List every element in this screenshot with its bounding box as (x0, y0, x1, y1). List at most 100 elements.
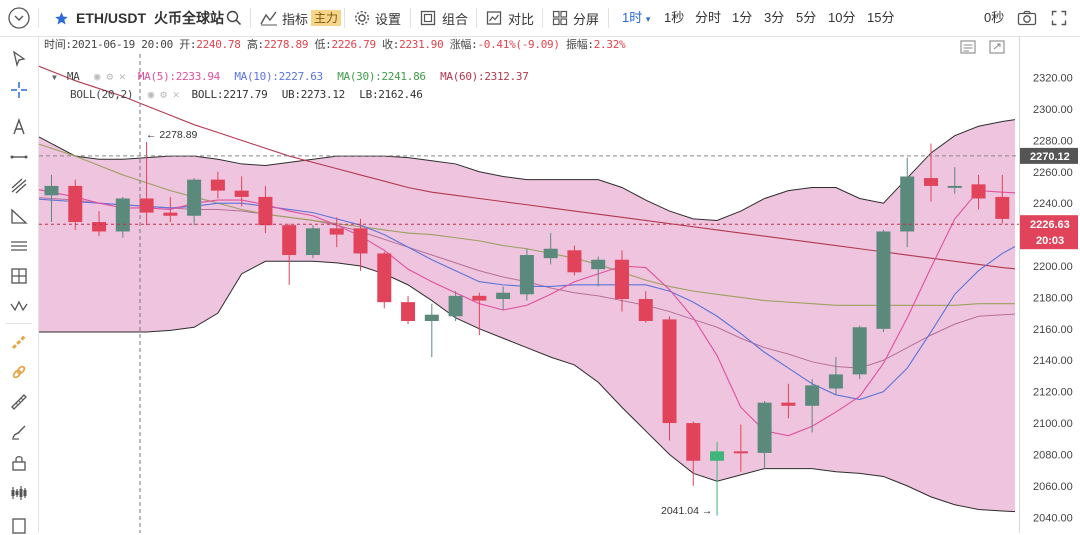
candle (305, 225, 320, 259)
candle (662, 316, 677, 441)
top-toolbar: ETH/USDT 火币全球站 指标 主力 设置 组合 对比 分屏 1时 ▾ 1秒… (0, 0, 1080, 37)
candle-body (258, 196, 273, 226)
timeframe-5m[interactable]: 5分 (796, 10, 817, 25)
price-tick-label: 2300.00 (1033, 104, 1073, 116)
price-tick-label: 2060.00 (1033, 481, 1073, 493)
ohlc-low: 2226.79 (331, 38, 377, 51)
chart-menu-button[interactable] (8, 0, 30, 36)
candle-body (900, 176, 915, 232)
candle (781, 383, 796, 419)
candle (163, 196, 178, 223)
drawing-toolbar (0, 37, 39, 534)
cursor-arrow-icon (12, 50, 26, 68)
visibility-icon[interactable]: ◉ (93, 70, 101, 83)
settings-label: 设置 (375, 11, 402, 27)
indicators-button[interactable]: 指标 主力 (260, 0, 342, 36)
magnet-tool[interactable] (9, 332, 29, 352)
crosshair-tool[interactable] (9, 80, 29, 100)
symbol-selector[interactable]: ETH/USDT 火币全球站 (54, 0, 224, 36)
ma5-value: MA(5):2233.94 (137, 70, 221, 83)
candle (971, 174, 986, 210)
price-tick-label: 2240.00 (1033, 198, 1073, 210)
compare-button[interactable]: 对比 (486, 0, 534, 36)
candle-body (543, 248, 558, 259)
star-icon[interactable] (54, 11, 69, 26)
candle-body (710, 451, 725, 461)
indicator-settings-icon[interactable]: ⚙ (160, 88, 167, 101)
close-indicator-icon[interactable]: ✕ (172, 88, 180, 101)
brush-icon (12, 425, 26, 440)
candle-body (424, 314, 439, 321)
ohlc-close: 2231.90 (399, 38, 444, 51)
grid-box-icon (11, 268, 27, 284)
timeframe-15m[interactable]: 15分 (867, 10, 895, 25)
chart-settings-button[interactable] (960, 40, 976, 59)
indicator-settings-icon[interactable]: ⚙ (106, 70, 114, 83)
symbol-search-button[interactable] (226, 0, 242, 36)
boll-value: BOLL:2217.79 (191, 88, 268, 101)
candle-body (947, 185, 962, 188)
grid-tool[interactable] (9, 266, 29, 286)
ma60-value: MA(60):2312.37 (440, 70, 529, 83)
candle (68, 179, 83, 230)
symbol-name: ETH/USDT (76, 10, 146, 26)
timeframe-line[interactable]: 分时 (695, 10, 722, 25)
screenshot-button[interactable] (1017, 0, 1037, 36)
grid-icon (552, 10, 568, 26)
chevron-down-icon: ▾ (645, 14, 651, 24)
settings-button[interactable]: 设置 (354, 0, 401, 36)
candle (947, 167, 962, 194)
compare-icon (486, 11, 502, 25)
timeframe-1m[interactable]: 1分 (732, 10, 753, 25)
fib-tool[interactable] (9, 176, 29, 196)
close-indicator-icon[interactable]: ✕ (119, 70, 126, 83)
candle (210, 171, 225, 199)
visibility-icon[interactable]: ◉ (147, 88, 155, 101)
fullscreen-button[interactable] (1051, 0, 1067, 36)
candle-body (828, 374, 843, 389)
text-tool[interactable] (9, 117, 29, 137)
candle-body (805, 385, 820, 406)
pattern-tool[interactable] (9, 362, 29, 382)
chart-expand-button[interactable] (989, 40, 1005, 59)
timeframe-10m[interactable]: 10分 (828, 10, 856, 25)
candle-body (591, 259, 606, 270)
collapse-icon[interactable]: ▼ (52, 73, 57, 82)
candle-body (995, 196, 1010, 219)
candle (995, 174, 1010, 224)
current-price-label: 2226.63 (1030, 219, 1070, 231)
candles-tool[interactable] (9, 483, 29, 503)
candle-body (567, 250, 582, 273)
ma10-value: MA(10):2227.63 (234, 70, 323, 83)
low-marker-label: 2041.04 → (661, 505, 712, 517)
candle (92, 211, 107, 237)
combo-button[interactable]: 组合 (420, 0, 468, 36)
timeframe-1h[interactable]: 1时 ▾ (622, 10, 651, 25)
price-tick-label: 2100.00 (1033, 418, 1073, 430)
triangle-tool[interactable] (9, 206, 29, 226)
horizontal-line-icon (10, 155, 28, 159)
combo-label: 组合 (442, 11, 469, 27)
timeframe-3m[interactable]: 3分 (764, 10, 785, 25)
wave-tool[interactable] (9, 296, 29, 316)
candle-body (187, 179, 202, 216)
ohlc-open: 2240.78 (196, 38, 241, 51)
indicator-icon (260, 11, 277, 26)
candle (353, 218, 368, 271)
candle (448, 291, 463, 321)
candles-icon (11, 486, 27, 500)
chart-overlays: ← 2278.89 2041.04 → (39, 54, 1019, 533)
split-screen-button[interactable]: 分屏 (552, 0, 599, 36)
timeframe-1s[interactable]: 1秒 (664, 10, 685, 25)
ruler-tool[interactable] (9, 392, 29, 412)
lock-tool[interactable] (9, 453, 29, 473)
layout-icon (420, 10, 436, 26)
cursor-tool[interactable] (9, 49, 29, 69)
horizontal-line-tool[interactable] (9, 147, 29, 167)
lock-icon (12, 456, 26, 471)
parallel-lines-tool[interactable] (9, 236, 29, 256)
candle-body (923, 178, 938, 186)
brush-tool[interactable] (9, 422, 29, 442)
text-icon (13, 117, 25, 135)
